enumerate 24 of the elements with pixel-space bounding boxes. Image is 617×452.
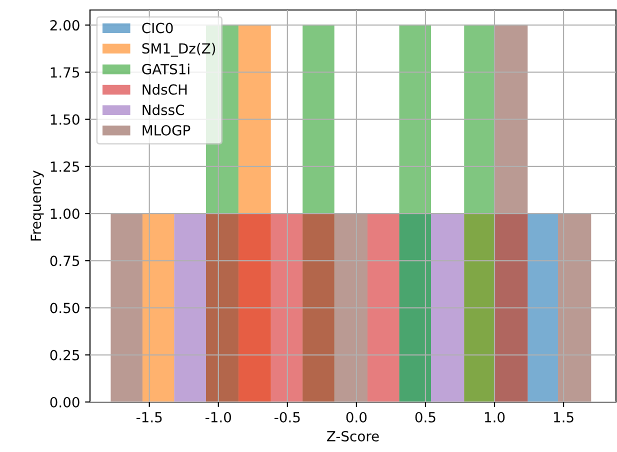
- y-tick-label: 2.00: [50, 20, 80, 31]
- legend-label: NdssC: [142, 104, 184, 116]
- y-tick-label: 1.75: [50, 67, 80, 78]
- x-tick-label: 1.0: [484, 412, 505, 422]
- x-axis-title: Z-Score: [327, 430, 379, 442]
- x-tick-label: -1.5: [136, 412, 162, 422]
- legend-label: SM1_Dz(Z): [142, 42, 216, 57]
- x-tick-label: 1.5: [554, 412, 574, 422]
- x-tick-label: -0.5: [274, 412, 300, 422]
- legend-label: CIC0: [142, 22, 173, 34]
- y-axis-title: Frequency: [30, 170, 44, 241]
- y-tick-label: 0.00: [50, 396, 80, 408]
- y-tick-label: 1.00: [50, 208, 80, 220]
- legend-label: NdsCH: [142, 84, 187, 95]
- y-tick-label: 0.25: [50, 350, 80, 360]
- y-tick-label: 1.50: [50, 114, 80, 125]
- y-tick-label: 1.25: [50, 161, 80, 172]
- legend-label: MLOGP: [142, 125, 190, 136]
- y-tick-label: 0.75: [50, 256, 80, 266]
- x-tick-label: 0.0: [346, 412, 367, 422]
- x-tick-label: 0.5: [415, 412, 436, 422]
- x-tick-label: -1.0: [206, 412, 232, 422]
- y-tick-label: 0.50: [50, 302, 80, 314]
- legend-label: GATS1i: [142, 64, 190, 74]
